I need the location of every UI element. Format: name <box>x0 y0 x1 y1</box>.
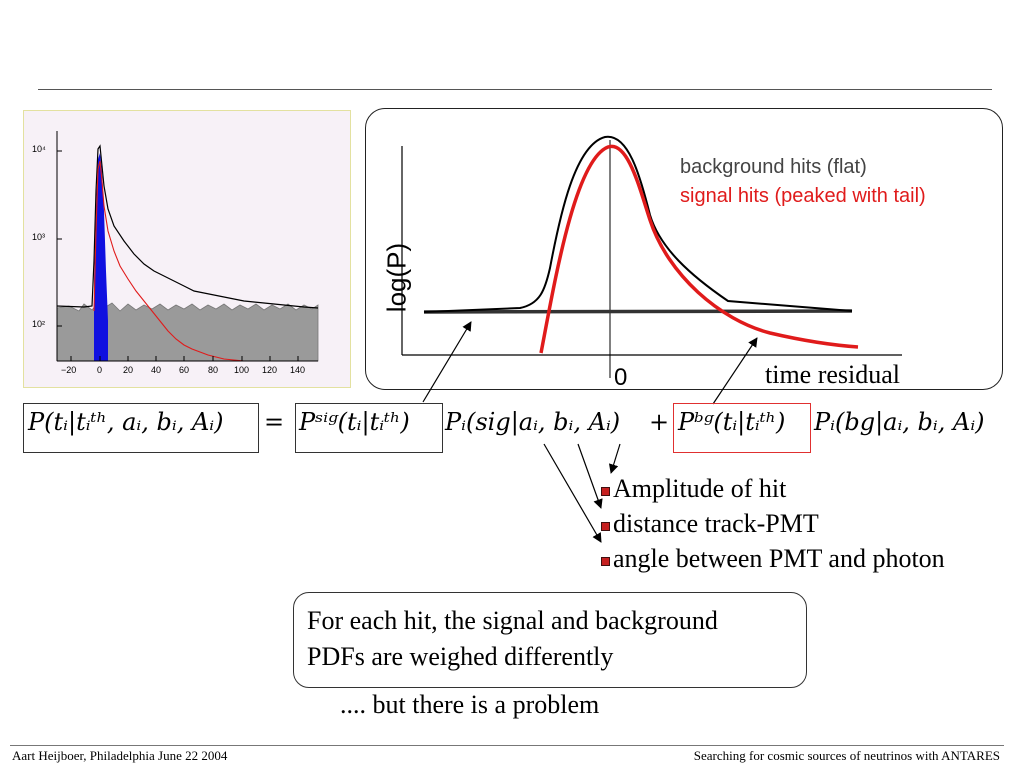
sketch-zero-label: 0 <box>614 364 628 391</box>
histogram-xtick-label: 140 <box>290 365 306 375</box>
top-divider <box>38 89 992 90</box>
bullet-amplitude: Amplitude of hit <box>613 474 787 503</box>
footer-left: Aart Heijboer, Philadelphia June 22 2004 <box>12 748 228 763</box>
bullet-distance: distance track-PMT <box>613 509 819 538</box>
histogram-xtick-label: 0 <box>97 365 103 375</box>
histogram-ytick-label: 10² <box>32 319 46 329</box>
note-line-1: For each hit, the signal and background <box>307 606 718 635</box>
lhs-box <box>23 403 259 453</box>
bullet-angle: angle between PMT and photon <box>613 544 945 573</box>
histogram-panel: 10⁴ 10³ 10² −20 0 20 40 60 80 100 120 14… <box>23 110 351 388</box>
arrow-to-distance <box>577 443 603 509</box>
sketch-xlabel: time residual <box>765 360 901 389</box>
background-term-box <box>673 403 811 453</box>
footer-divider <box>10 745 1004 746</box>
histogram-xtick-label: 40 <box>151 365 162 375</box>
histogram-xtick-label: 60 <box>179 365 190 375</box>
histogram-ytick-label: 10⁴ <box>32 144 46 154</box>
bullet-icon <box>601 557 610 566</box>
signal-hits-line <box>93 160 245 362</box>
equation-equals: = <box>264 408 285 436</box>
arrow-to-amplitude <box>608 443 621 474</box>
histogram-xtick-label: 100 <box>234 365 250 375</box>
signal-peak-fill <box>94 153 108 361</box>
problem-text: .... but there is a problem <box>340 690 600 719</box>
histogram-xtick-label: 20 <box>123 365 134 375</box>
equation-plus: + <box>649 408 670 436</box>
note-line-2: PDFs are weighed differently <box>307 642 614 671</box>
footer-right: Searching for cosmic sources of neutrino… <box>693 748 1000 763</box>
histogram-xtick-label: −20 <box>61 365 77 375</box>
histogram-xtick-label: 80 <box>208 365 219 375</box>
equation-background-probability: Pᵢ(bg|aᵢ, bᵢ, Aᵢ) <box>814 408 985 436</box>
note-box <box>293 592 807 688</box>
equation-background-term: Pᵇᵍ(tᵢ|tᵢᵗʰ) <box>678 408 786 436</box>
arrow-to-angle <box>543 443 602 543</box>
bullet-icon <box>601 487 610 496</box>
sketch-ylabel: log(P) <box>381 242 412 313</box>
pdf-sketch-panel <box>365 108 1003 390</box>
histogram-ytick-label: 10³ <box>32 232 46 242</box>
legend-signal-hits: signal hits (peaked with tail) <box>680 185 926 207</box>
signal-term-box <box>295 403 443 453</box>
bullet-icon <box>601 522 610 531</box>
equation-lhs: P(tᵢ|tᵢᵗʰ, aᵢ, bᵢ, Aᵢ) <box>28 408 224 436</box>
histogram-xtick-label: 120 <box>262 365 278 375</box>
legend-background-hits: background hits (flat) <box>680 156 867 178</box>
equation-signal-term: Pˢⁱᵍ(tᵢ|tᵢᵗʰ) <box>299 408 410 436</box>
total-hits-line <box>56 144 319 309</box>
equation-signal-probability: Pᵢ(sig|aᵢ, bᵢ, Aᵢ) <box>445 408 621 436</box>
histogram-plot <box>56 131 319 362</box>
